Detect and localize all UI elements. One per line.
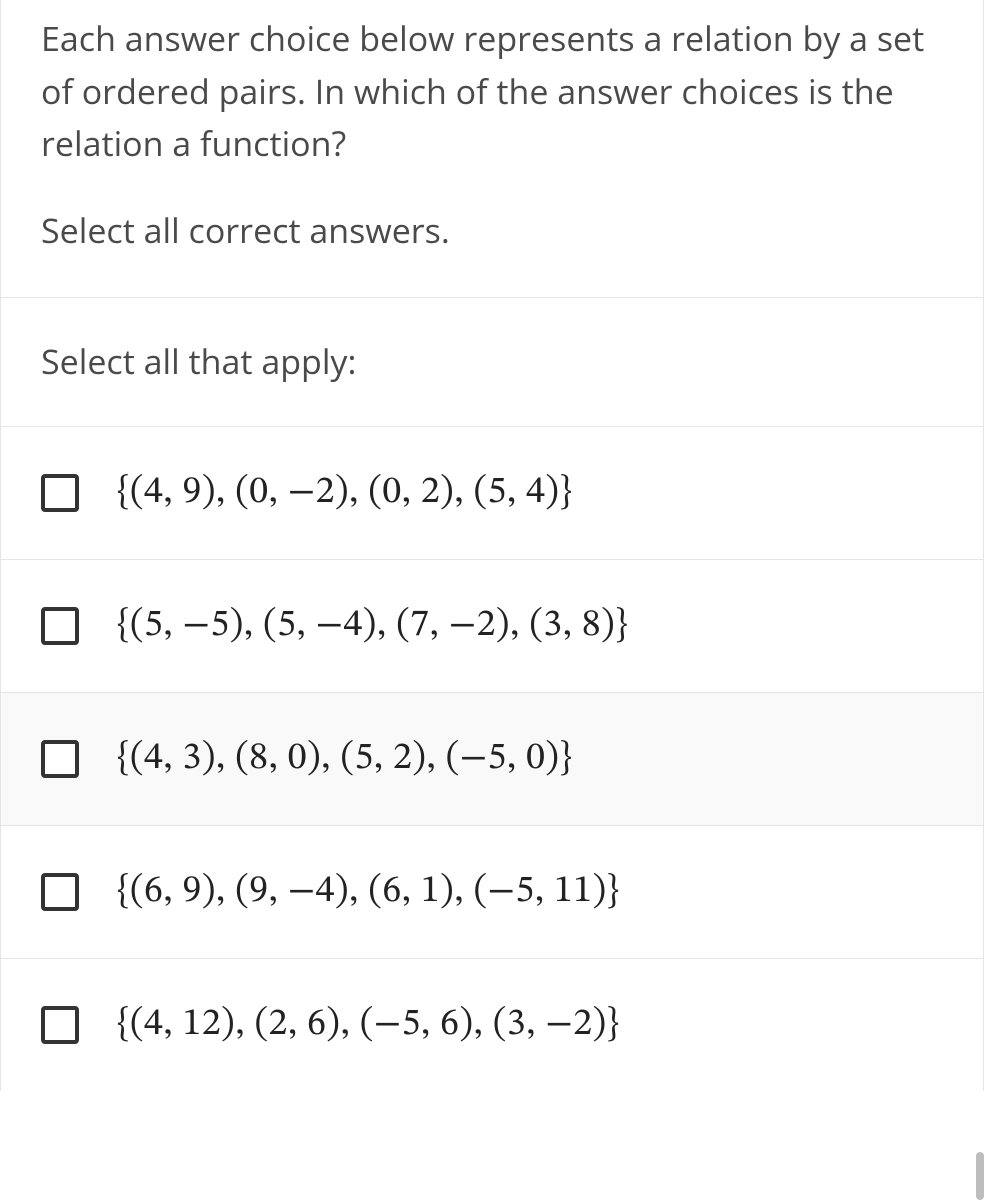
checkbox-icon[interactable]: [41, 873, 79, 911]
question-card: Each answer choice below represents a re…: [0, 0, 984, 1091]
answer-option-2[interactable]: {(5, −5), (5, −4), (7, −2), (3, 8)}: [1, 560, 983, 693]
question-paragraph-1: Each answer choice below represents a re…: [41, 12, 943, 170]
scrollbar-track[interactable]: [978, 0, 984, 1200]
checkbox-icon[interactable]: [41, 1006, 79, 1044]
option-label: {(6, 9), (9, −4), (6, 1), (−5, 11)}: [117, 868, 620, 916]
answer-option-1[interactable]: {(4, 9), (0, −2), (0, 2), (5, 4)}: [1, 427, 983, 560]
option-label: {(5, −5), (5, −4), (7, −2), (3, 8)}: [117, 602, 628, 650]
question-text-block: Each answer choice below represents a re…: [1, 0, 983, 298]
checkbox-icon[interactable]: [41, 607, 79, 645]
answer-option-4[interactable]: {(6, 9), (9, −4), (6, 1), (−5, 11)}: [1, 826, 983, 959]
select-instruction: Select all that apply:: [1, 298, 983, 427]
scrollbar-thumb[interactable]: [976, 1152, 984, 1200]
checkbox-icon[interactable]: [41, 740, 79, 778]
question-paragraph-2: Select all correct answers.: [41, 204, 943, 257]
option-label: {(4, 3), (8, 0), (5, 2), (−5, 0)}: [117, 735, 572, 783]
option-label: {(4, 12), (2, 6), (−5, 6), (3, −2)}: [117, 1001, 620, 1049]
answer-option-5[interactable]: {(4, 12), (2, 6), (−5, 6), (3, −2)}: [1, 959, 983, 1091]
option-label: {(4, 9), (0, −2), (0, 2), (5, 4)}: [117, 469, 572, 517]
answer-option-3[interactable]: {(4, 3), (8, 0), (5, 2), (−5, 0)}: [1, 693, 983, 826]
checkbox-icon[interactable]: [41, 474, 79, 512]
